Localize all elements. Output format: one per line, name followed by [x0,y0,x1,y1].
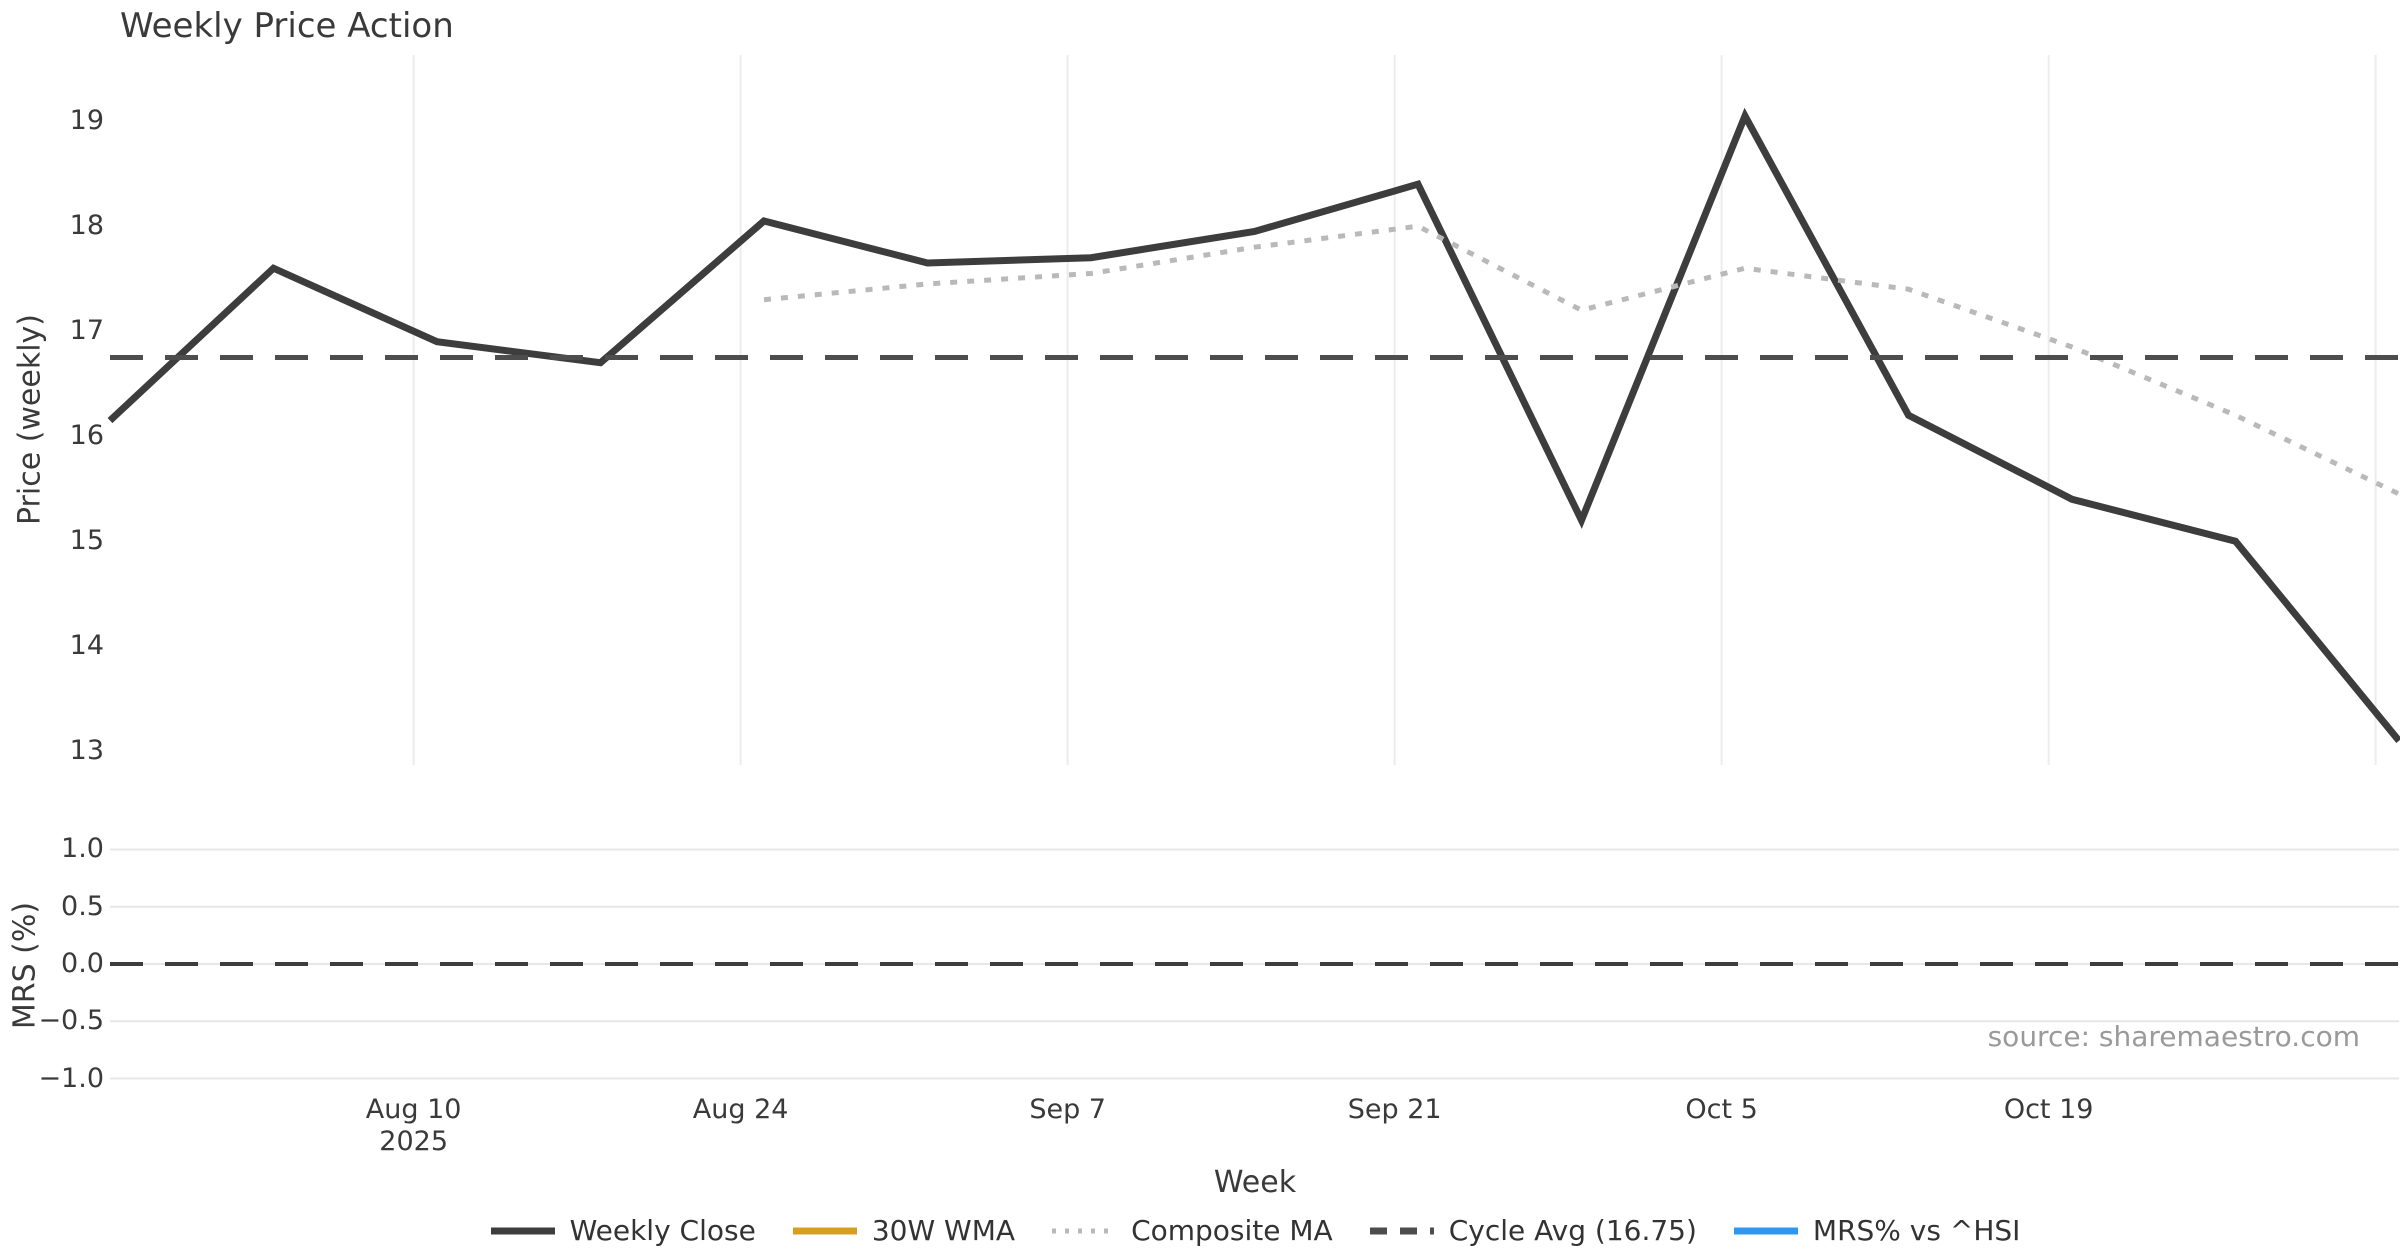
x-tick-label: Sep 21 [1347,1094,1442,1125]
x-tick-year-label: 2025 [379,1126,448,1157]
price-y-tick-label: 17 [69,315,104,347]
legend-item-cycle-avg: Cycle Avg (16.75) [1369,1214,1697,1247]
dotted-line-swatch-icon [1051,1225,1117,1237]
chart-legend: Weekly Close 30W WMA Composite MA Cycle … [110,1214,2400,1247]
solid-line-swatch-icon [490,1225,556,1237]
legend-label: 30W WMA [871,1214,1016,1247]
price-y-tick-label: 18 [69,210,104,242]
legend-label: MRS% vs ^HSI [1812,1214,2021,1247]
dashed-line-swatch-icon [1369,1225,1435,1237]
legend-item-mrs-hsi: MRS% vs ^HSI [1733,1214,2021,1247]
chart-title: Weekly Price Action [120,6,454,46]
mrs-y-tick-label: −1.0 [38,1062,104,1094]
mrs-y-tick-label: 1.0 [61,833,104,865]
legend-label: Cycle Avg (16.75) [1448,1214,1697,1247]
legend-item-composite-ma: Composite MA [1051,1214,1333,1247]
price-y-tick-label: 16 [69,420,104,452]
x-axis-label: Week [1213,1165,1297,1200]
x-tick-label: Sep 7 [1029,1094,1106,1125]
mrs-y-tick-label: 0.5 [61,890,104,922]
price-y-tick-label: 19 [69,105,104,137]
source-credit: source: sharemaestro.com [1987,1020,2360,1053]
legend-item-30w-wma: 30W WMA [792,1214,1015,1247]
legend-item-weekly-close: Weekly Close [490,1214,756,1247]
x-tick-label: Oct 19 [2003,1094,2094,1125]
mrs-y-tick-label: 0.0 [61,948,104,979]
x-tick-label: Aug 24 [692,1094,789,1125]
price-y-tick-label: 15 [69,525,104,557]
price-y-tick-label: 14 [69,630,104,662]
x-tick-label: Aug 10 [365,1094,462,1125]
x-tick-label: Oct 5 [1685,1094,1758,1125]
mrs-y-tick-label: −0.5 [38,1005,104,1037]
solid-line-swatch-icon [792,1225,858,1237]
solid-line-swatch-icon [1733,1225,1799,1237]
legend-label: Composite MA [1131,1214,1333,1247]
legend-label: Weekly Close [569,1214,756,1247]
price-y-tick-label: 13 [69,735,104,767]
